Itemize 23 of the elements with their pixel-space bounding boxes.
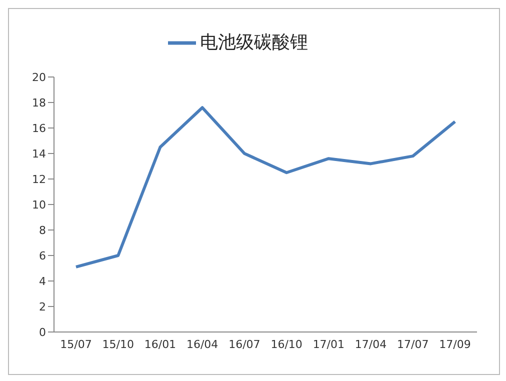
y-tick-label: 16 xyxy=(32,122,46,135)
x-tick-label: 17/04 xyxy=(354,338,387,351)
legend-label: 电池级碳酸锂 xyxy=(200,32,308,53)
y-tick-label: 14 xyxy=(32,147,46,160)
x-tick-label: 16/04 xyxy=(186,338,218,351)
y-tick-label: 18 xyxy=(32,96,46,110)
x-tick-label: 16/01 xyxy=(144,338,176,351)
y-tick-label: 4 xyxy=(39,274,46,288)
y-tick-label: 10 xyxy=(32,198,46,212)
x-tick-label: 15/10 xyxy=(102,338,134,351)
x-tick-label: 16/10 xyxy=(270,338,302,351)
y-tick-label: 20 xyxy=(32,70,46,84)
x-tick-label: 17/01 xyxy=(312,338,345,351)
x-tick-label: 17/09 xyxy=(439,338,471,351)
x-tick-label: 16/07 xyxy=(228,338,260,351)
y-tick-label: 0 xyxy=(39,326,46,339)
line-series xyxy=(74,106,456,268)
y-tick-label: 6 xyxy=(39,249,46,262)
x-tick-label: 15/07 xyxy=(60,338,92,351)
y-tick-label: 2 xyxy=(39,300,46,314)
y-tick-label: 8 xyxy=(39,224,46,237)
y-tick-label: 12 xyxy=(32,172,46,186)
x-tick-label: 17/07 xyxy=(397,338,429,351)
